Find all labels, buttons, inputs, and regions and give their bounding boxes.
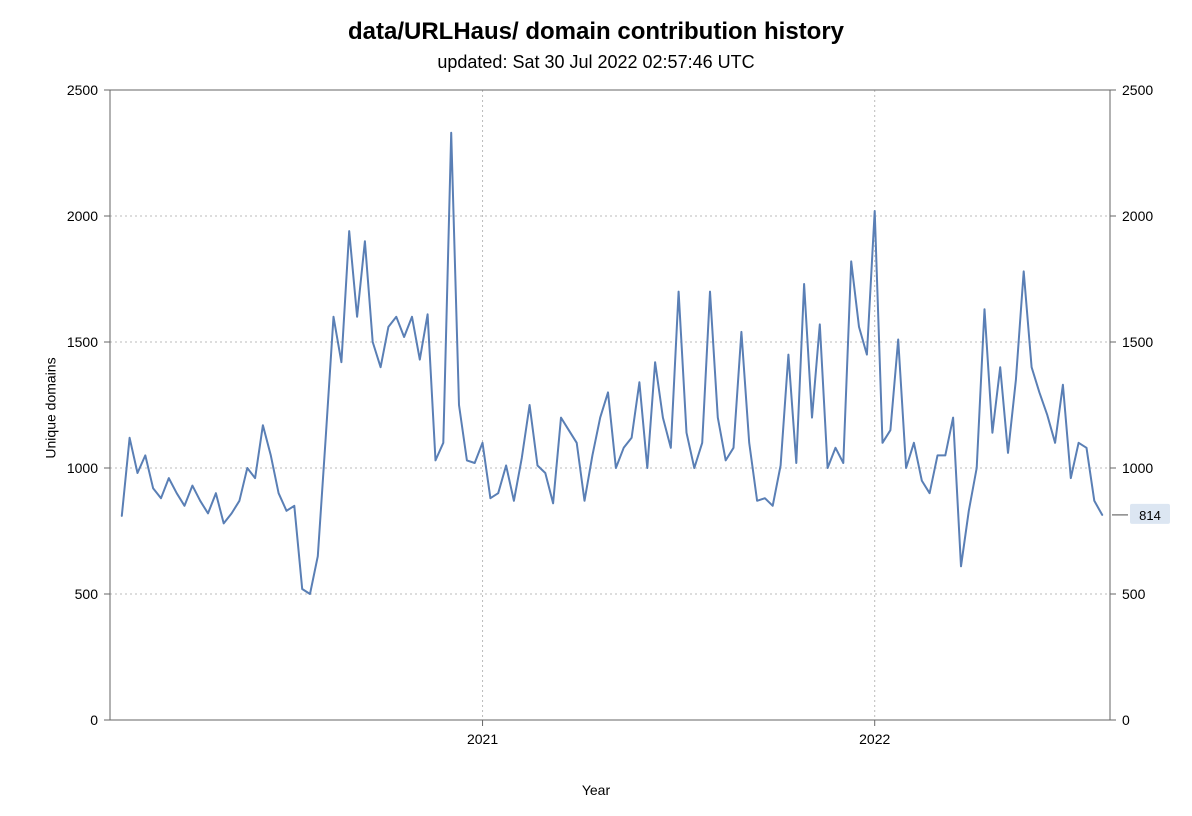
y-tick-label-right: 500	[1122, 586, 1146, 602]
y-tick-label-left: 500	[75, 586, 99, 602]
series-line	[122, 133, 1102, 594]
y-tick-label-right: 0	[1122, 712, 1130, 728]
end-value-label: 814	[1139, 508, 1161, 523]
chart-container: data/URLHaus/ domain contribution histor…	[0, 0, 1192, 816]
y-tick-label-left: 1500	[67, 334, 98, 350]
x-tick-label: 2022	[859, 731, 890, 747]
y-tick-label-right: 1500	[1122, 334, 1153, 350]
y-tick-label-left: 2000	[67, 208, 98, 224]
chart-svg: 0 0 500 500 1000 1000 1500 1500 2000 2000 2500 2500…	[0, 0, 1192, 816]
y-tick-label-right: 2000	[1122, 208, 1153, 224]
y-tick-label-right: 2500	[1122, 82, 1153, 98]
y-tick-label-left: 0	[90, 712, 98, 728]
x-tick-label: 2021	[467, 731, 498, 747]
y-tick-label-left: 1000	[67, 460, 98, 476]
y-tick-label-left: 2500	[67, 82, 98, 98]
y-tick-label-right: 1000	[1122, 460, 1153, 476]
